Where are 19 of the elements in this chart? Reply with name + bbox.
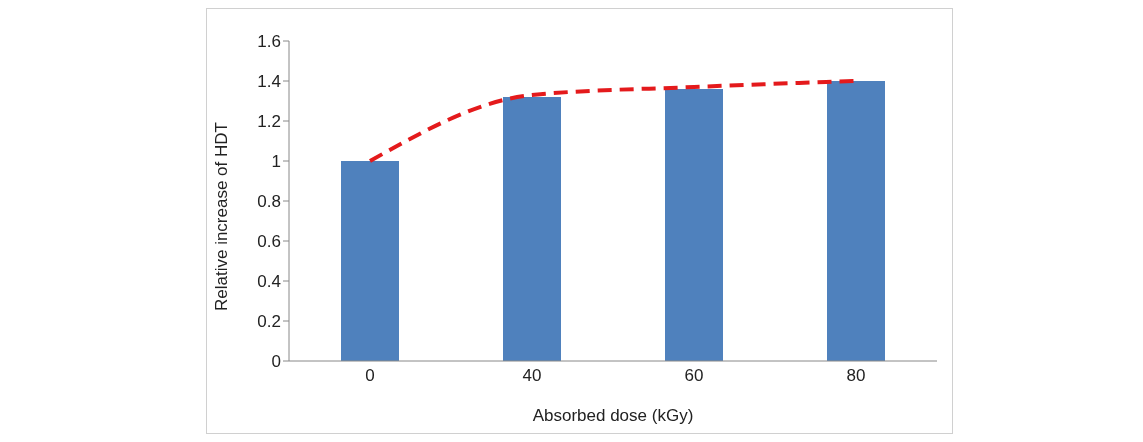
y-tick-label: 1 bbox=[271, 152, 281, 172]
x-tick-label: 80 bbox=[846, 366, 866, 386]
bar bbox=[665, 89, 723, 361]
y-tick-label: 0.2 bbox=[257, 312, 281, 332]
y-axis-title: Relative increase of HDT bbox=[212, 122, 232, 311]
x-tick-label: 40 bbox=[522, 366, 542, 386]
y-tick-label: 0 bbox=[271, 352, 281, 372]
x-tick-label: 0 bbox=[365, 366, 375, 386]
y-tick-label: 0.6 bbox=[257, 232, 281, 252]
bar bbox=[827, 81, 885, 361]
x-tick-label: 60 bbox=[684, 366, 704, 386]
y-tick-label: 0.4 bbox=[257, 272, 281, 292]
y-tick-label: 1.2 bbox=[257, 112, 281, 132]
y-tick-label: 1.6 bbox=[257, 32, 281, 52]
bar bbox=[341, 161, 399, 361]
y-tick-label: 0.8 bbox=[257, 192, 281, 212]
y-tick-label: 1.4 bbox=[257, 72, 281, 92]
bar bbox=[503, 97, 561, 361]
x-axis-title: Absorbed dose (kGy) bbox=[532, 406, 694, 425]
